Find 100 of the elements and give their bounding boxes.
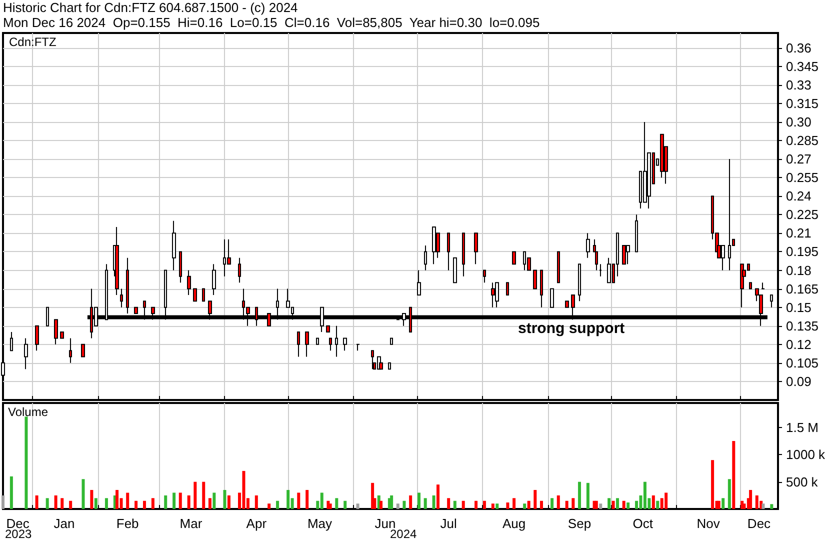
bar bbox=[254, 495, 258, 509]
x-tick-label: Jan bbox=[54, 516, 75, 531]
bar bbox=[453, 500, 456, 509]
candlestick bbox=[187, 270, 191, 296]
bar bbox=[46, 498, 49, 509]
bar bbox=[297, 492, 300, 509]
y-tick-label: 0.33 bbox=[786, 77, 812, 92]
bar bbox=[462, 500, 465, 509]
bar bbox=[622, 500, 626, 509]
candlestick bbox=[326, 325, 330, 333]
bar bbox=[202, 482, 206, 509]
candlestick bbox=[635, 214, 638, 252]
bar bbox=[104, 498, 108, 509]
y-tick-label: 0.09 bbox=[786, 374, 812, 389]
bar bbox=[432, 495, 436, 509]
bar bbox=[608, 498, 611, 509]
candlestick bbox=[749, 282, 752, 290]
candlestick bbox=[495, 282, 499, 308]
bar bbox=[178, 492, 182, 509]
candlestick bbox=[453, 257, 457, 284]
bar bbox=[2, 495, 4, 509]
bar bbox=[491, 504, 494, 509]
x-tick-label: Feb bbox=[116, 516, 139, 531]
bar bbox=[418, 492, 421, 509]
x-tick-label: May bbox=[307, 516, 333, 531]
y-tick-label: 0.27 bbox=[786, 152, 812, 167]
y-tick-label: 0.135 bbox=[786, 318, 819, 334]
bar bbox=[10, 476, 13, 509]
bar bbox=[512, 498, 516, 509]
bar bbox=[172, 492, 176, 509]
x-tick-label: Nov bbox=[696, 516, 720, 531]
candlestick bbox=[586, 232, 590, 258]
candlestick bbox=[512, 251, 516, 265]
candlestick bbox=[193, 288, 197, 302]
candlestick bbox=[388, 362, 391, 370]
candlestick bbox=[474, 232, 478, 265]
candlestick bbox=[550, 288, 554, 308]
bar bbox=[90, 490, 94, 509]
x-tick-label: Sep bbox=[568, 516, 592, 531]
candlestick bbox=[761, 282, 765, 290]
bar bbox=[540, 500, 543, 509]
candlestick bbox=[578, 264, 581, 302]
candlestick bbox=[172, 220, 176, 271]
x-tick-label: Oct bbox=[632, 516, 654, 531]
bar bbox=[599, 504, 602, 509]
bar bbox=[320, 492, 324, 509]
bar bbox=[227, 495, 230, 509]
bar bbox=[762, 504, 765, 509]
candlestick bbox=[343, 338, 347, 352]
candlestick bbox=[81, 344, 85, 358]
y-tick-label: 0.225 bbox=[786, 207, 819, 222]
bar bbox=[212, 492, 216, 509]
bar bbox=[616, 498, 620, 509]
candlestick bbox=[46, 306, 49, 326]
candlestick bbox=[432, 226, 436, 265]
bar bbox=[164, 495, 168, 509]
bar bbox=[286, 490, 290, 509]
bar bbox=[409, 495, 412, 509]
bar bbox=[424, 498, 427, 509]
chart-title: Historic Chart for Cdn:FTZ 604.687.1500 - (c) 2024 bbox=[3, 0, 298, 15]
candlestick bbox=[115, 226, 119, 296]
chart-subtitle: Mon Dec 16 2024 Op=0.155 Hi=0.16 Lo=0.15 Cl=0.16 Vol=85,805 Year hi=0.30 lo=0.095 bbox=[3, 15, 540, 30]
bar bbox=[565, 500, 568, 509]
y-tick-label: 0.21 bbox=[786, 226, 812, 241]
candlestick bbox=[316, 338, 319, 345]
bar bbox=[24, 416, 28, 509]
candlestick bbox=[69, 338, 72, 364]
x-tick-label: Jul bbox=[440, 516, 457, 531]
annotation: Cdn:FTZ bbox=[9, 35, 56, 49]
candlestick bbox=[35, 325, 39, 352]
candlestick bbox=[335, 325, 338, 358]
candlestick bbox=[356, 344, 360, 352]
candlestick bbox=[60, 332, 64, 339]
candlestick bbox=[305, 332, 309, 358]
bar bbox=[664, 492, 668, 509]
bar bbox=[527, 500, 530, 509]
y-tick-label: 0.105 bbox=[786, 355, 819, 370]
candlestick bbox=[506, 282, 509, 296]
annotation: strong support bbox=[518, 320, 625, 337]
bar bbox=[223, 490, 226, 509]
candlestick bbox=[10, 332, 13, 352]
candlestick bbox=[557, 251, 560, 284]
candlestick bbox=[329, 338, 332, 352]
candlestick bbox=[297, 332, 300, 358]
bar bbox=[556, 495, 560, 509]
bar bbox=[134, 500, 138, 509]
candlestick bbox=[179, 251, 182, 284]
bar bbox=[396, 504, 400, 509]
y-tick-label: 0.315 bbox=[786, 96, 819, 111]
y-tick-label: 1.5 M bbox=[786, 420, 819, 435]
bar bbox=[523, 504, 526, 509]
candlestick bbox=[371, 350, 374, 370]
bar bbox=[586, 482, 590, 509]
candlestick bbox=[491, 282, 495, 308]
bar bbox=[344, 500, 347, 509]
x-tick-label: Aug bbox=[502, 516, 526, 531]
y-tick-label: 0.12 bbox=[786, 336, 812, 352]
y-tick-label: 0.195 bbox=[786, 244, 819, 260]
bar bbox=[474, 500, 478, 509]
y-tick-label: 0.18 bbox=[786, 262, 812, 278]
